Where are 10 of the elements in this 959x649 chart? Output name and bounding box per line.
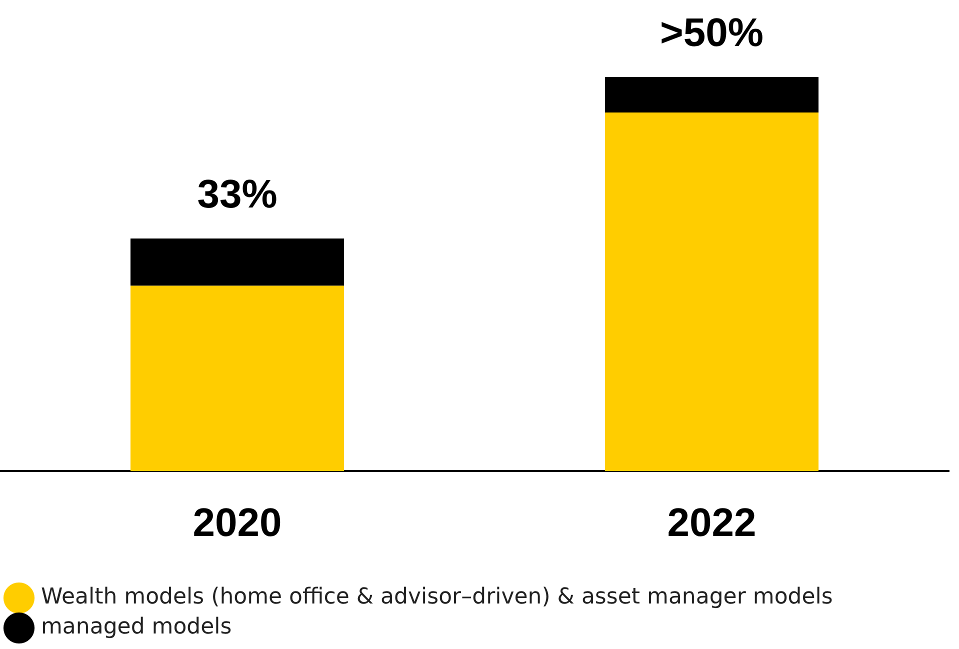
- legend-label: Wealth models (home office & advisor–driven) & asset manager models: [41, 584, 833, 610]
- bar: [130, 238, 344, 286]
- annotation: 33%: [197, 172, 278, 217]
- x-tick-label: 2020: [192, 501, 282, 546]
- x-tick-label: 2022: [667, 501, 756, 546]
- bar: [604, 76, 819, 112]
- legend-label: managed models: [41, 614, 232, 640]
- bar: [604, 112, 819, 471]
- bar: [130, 286, 344, 471]
- text: >50%: [660, 11, 764, 56]
